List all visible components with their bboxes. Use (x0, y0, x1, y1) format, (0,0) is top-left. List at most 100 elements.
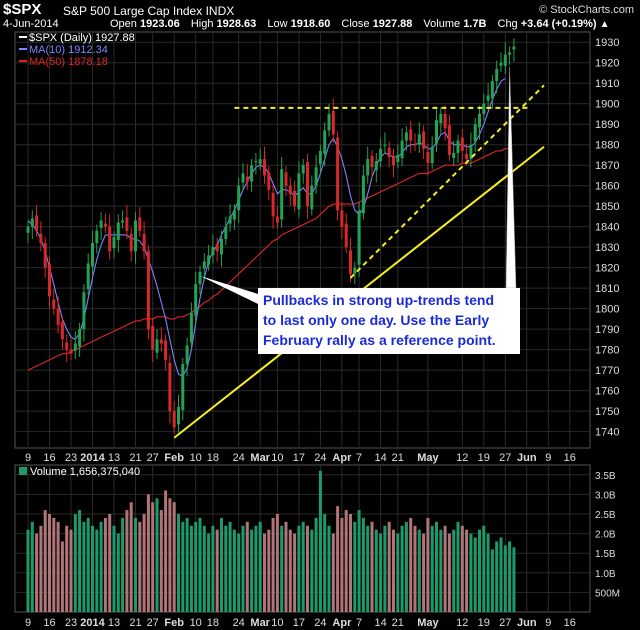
volume-bar (258, 521, 262, 612)
volume-x-tick-label: 24 (233, 617, 245, 629)
candle-body (73, 343, 77, 351)
candle-body (267, 172, 271, 190)
candle-body (430, 146, 434, 164)
candle-body (465, 153, 469, 160)
candle-body (288, 185, 292, 194)
volume-bar (318, 470, 322, 612)
volume-bar (456, 521, 460, 612)
candle-body (95, 230, 99, 244)
candle-body (116, 222, 120, 240)
candle-body (482, 103, 486, 114)
candle-body (237, 185, 241, 211)
candle-body (392, 157, 395, 166)
price-legend-entry: $SPX (Daily) 1927.88 (29, 32, 135, 44)
candle-body (103, 223, 107, 227)
chart-header: $SPX S&P 500 Large Cap Index INDX © Stoc… (0, 0, 640, 32)
volume-x-tick-label: 23 (65, 617, 77, 629)
volume-bar (73, 514, 77, 612)
candle-body (198, 271, 202, 285)
candle-body (177, 407, 180, 425)
volume-bar (396, 533, 400, 612)
price-x-tick-label: 2014 (80, 452, 105, 464)
candle-body (366, 159, 370, 176)
candle-body (280, 169, 284, 220)
candle-body (344, 223, 348, 248)
volume-bar (512, 547, 516, 612)
volume-bar (52, 517, 56, 612)
symbol-description: S&P 500 Large Cap Index INDX (63, 4, 235, 18)
volume-bar (39, 525, 43, 612)
candle-body (422, 131, 426, 149)
candle-body (404, 132, 408, 141)
volume-bar (155, 498, 159, 612)
volume-tick-label: 2.5B (595, 510, 616, 521)
volume-x-tick-label: 16 (564, 617, 576, 629)
candle-body (134, 220, 137, 252)
candle-body (30, 218, 34, 227)
volume-bar (370, 521, 374, 612)
volume-bar (69, 529, 73, 612)
volume-bar (340, 517, 344, 612)
volume-bar (314, 517, 318, 612)
price-tick-label: 1750 (595, 406, 619, 418)
volume-x-tick-label: May (417, 617, 439, 629)
price-x-tick-label: 16 (564, 452, 576, 464)
price-tick-label: 1920 (595, 58, 619, 70)
candle-body (146, 251, 150, 330)
candle-body (400, 140, 404, 159)
price-x-tick-label: 12 (456, 452, 468, 464)
volume-bars (26, 470, 516, 612)
volume-bar (78, 510, 82, 612)
candle-body (374, 161, 378, 171)
price-x-tick-label: 18 (207, 452, 219, 464)
volume-x-tick-label: Jun (517, 617, 537, 629)
volume-bar (26, 529, 30, 612)
volume-x-tick-label: Feb (164, 617, 184, 629)
candle-body (306, 162, 309, 207)
volume-tick-label: 3.0B (595, 490, 616, 501)
candle-body (99, 220, 103, 228)
volume-bar (207, 533, 211, 612)
candle-body (512, 46, 516, 50)
volume-bar (331, 533, 335, 612)
candle-body (452, 152, 456, 159)
price-x-tick-label: 17 (293, 452, 305, 464)
candle-body (349, 250, 352, 274)
candle-body (241, 173, 245, 183)
candle-body (460, 137, 464, 151)
candle-body (417, 134, 421, 145)
price-tick-label: 1930 (595, 37, 619, 49)
volume-bar (361, 517, 365, 612)
volume-bar (349, 514, 352, 612)
volume-bar (447, 533, 451, 612)
candle-body (258, 159, 262, 165)
price-tick-label: 1890 (595, 119, 619, 131)
price-x-tick-label: Apr (332, 452, 352, 464)
volume-bar (430, 525, 434, 612)
price-tick-label: 1860 (595, 181, 619, 193)
volume-bar (168, 498, 172, 612)
price-x-tick-label: 21 (392, 452, 404, 464)
price-tick-label: 1870 (595, 160, 619, 172)
volume-bar (374, 529, 378, 612)
price-x-tick-label: 9 (545, 452, 551, 464)
volume-bar (327, 525, 331, 612)
ohlc-summary: Open 1923.06 High 1928.63 Low 1918.60 Cl… (110, 18, 610, 30)
price-x-tick-label: 13 (108, 452, 120, 464)
volume-bar (267, 529, 271, 612)
price-x-tick-label: 10 (271, 452, 283, 464)
candle-body (35, 215, 39, 231)
ma50-line (27, 147, 510, 371)
candle-body (486, 95, 490, 101)
annotation-box (258, 288, 520, 354)
volume-bar (460, 525, 464, 612)
volume-x-tick-label: 19 (478, 617, 490, 629)
volume-x-tick-label: 7 (356, 617, 362, 629)
price-x-tick-label: 24 (314, 452, 326, 464)
volume-bar (121, 517, 125, 612)
volume-bar (194, 521, 198, 612)
candle-body (125, 217, 129, 231)
volume-bar (82, 521, 86, 612)
candle-body (159, 339, 163, 344)
volume-bar (159, 510, 163, 612)
